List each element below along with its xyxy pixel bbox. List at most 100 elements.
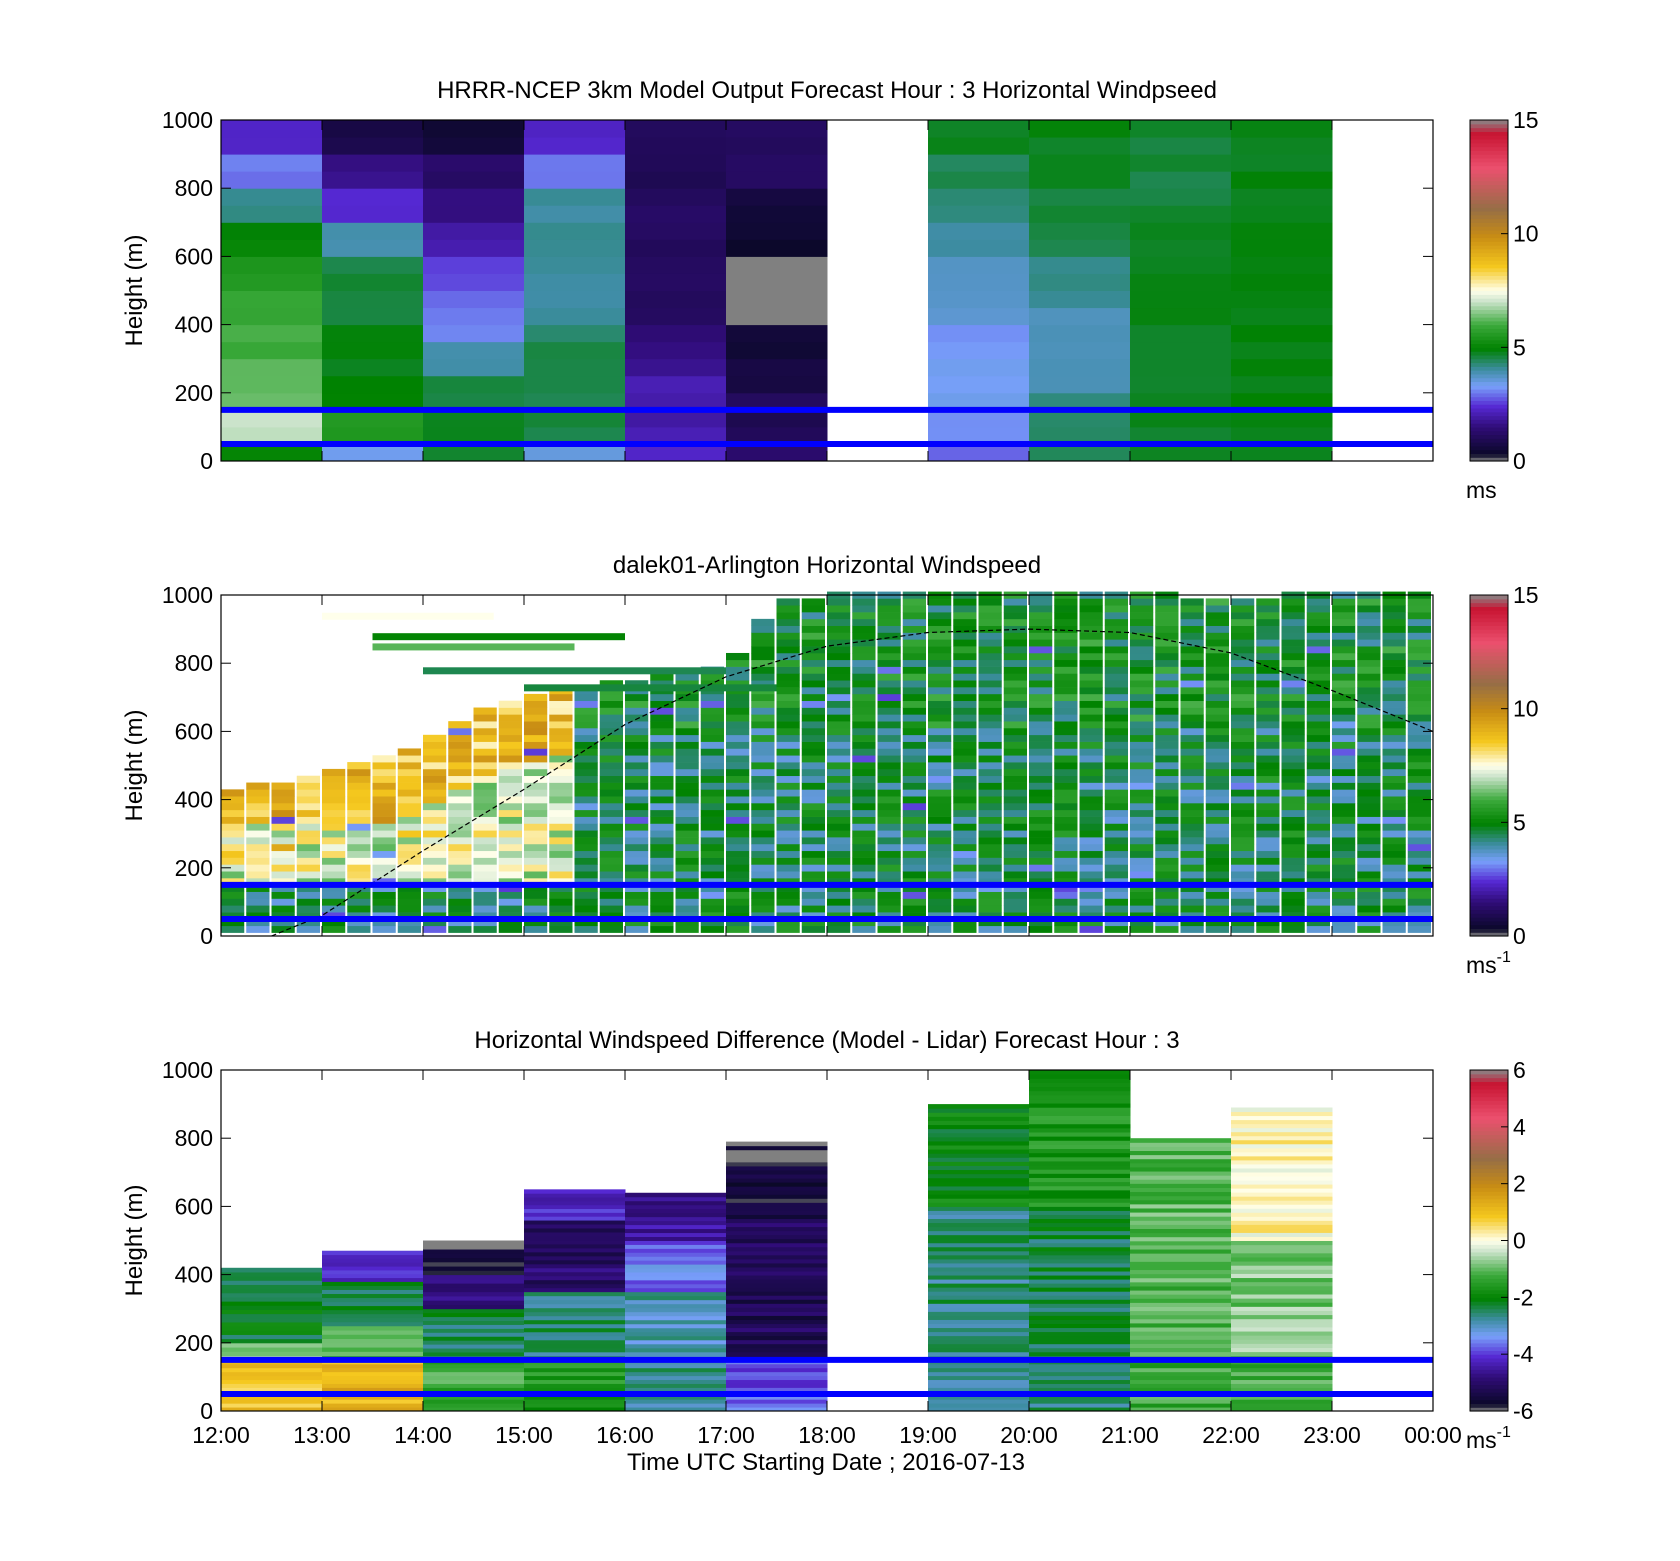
cell-5-4 [726,256,828,274]
cell-27-30 [902,918,926,927]
colorbar-band [1470,176,1508,182]
cell-1-2 [322,1317,424,1323]
cell-47-730 [1407,680,1431,688]
cell-31-630 [1003,714,1027,722]
y-tick-label: 800 [175,175,213,201]
cell-32-690 [1029,693,1053,702]
cell-10-630 [473,714,497,722]
cell-8-0 [1130,443,1232,462]
cell-6-2 [928,392,1030,411]
cell-23-910 [801,618,825,626]
cell-45-450 [1357,775,1381,783]
cell-11-190 [498,864,522,872]
cell-0-2 [221,1326,323,1331]
cell-31-950 [1003,605,1027,613]
cell-44-470 [1332,768,1356,777]
cell-22-590 [776,727,800,736]
cell-8-1 [1130,1331,1232,1336]
cell-6-0 [928,1371,1030,1377]
cell-43-530 [1306,748,1330,756]
cell-11-650 [498,707,522,715]
cell-3-1 [524,1323,626,1329]
cell-7-2 [1029,1094,1131,1100]
cell-8-0 [1130,1375,1232,1381]
cell-9-0 [1231,1383,1333,1388]
cell-6-1 [928,1335,1030,1341]
colorbar-band [1470,875,1508,880]
cell-32-390 [1029,796,1053,804]
cell-7-130 [397,884,421,892]
cell-37-770 [1155,666,1179,674]
cell-20-230 [726,850,750,858]
cell-19-70 [700,905,724,913]
cell-14-230 [574,850,598,858]
cell-3-0 [524,1383,626,1388]
y-tick-label: 600 [175,1193,213,1219]
cell-35-490 [1104,762,1128,770]
colorbar-band [1470,271,1508,276]
cell-26-190 [877,864,901,872]
cell-7-1 [1029,1347,1131,1353]
cell-44-450 [1332,775,1356,783]
cell-8-2 [1130,137,1232,155]
cell-10-430 [473,782,497,790]
cell-36-450 [1130,775,1154,783]
cell-21-750 [751,673,775,681]
cell-6-1 [928,1238,1030,1244]
cell-8-1 [1130,1232,1232,1238]
cell-35-670 [1104,700,1128,708]
cell-32-570 [1029,734,1053,742]
cell-35-190 [1104,864,1128,872]
cell-8-530 [423,748,447,756]
cell-38-50 [1180,912,1204,920]
cell-32-410 [1029,789,1053,797]
cell-47-910 [1407,618,1431,626]
cell-5-2 [726,1182,828,1187]
colorbar-band [1470,1160,1508,1166]
cell-39-510 [1205,755,1229,763]
cell-6-2 [928,1140,1030,1146]
colorbar-band [1470,430,1508,436]
cell-5-7 [726,137,828,155]
y-tick-label: 200 [175,855,213,881]
cell-9-2 [1231,1184,1333,1189]
cell-0-310 [221,823,245,831]
cell-5-0 [726,1403,828,1408]
cell-46-270 [1382,837,1406,845]
cell-42-150 [1281,878,1305,886]
cell-23-250 [801,843,825,852]
cell-8-1 [1130,154,1232,172]
cell-20-130 [726,884,750,892]
cell-29-690 [953,693,977,702]
cell-32-70 [1029,905,1053,913]
cell-1-230 [246,850,270,858]
cell-29-390 [953,796,977,804]
cell-4-1 [625,1327,727,1333]
cell-5-3 [726,341,828,360]
cell-26-810 [877,652,901,661]
cell-32-870 [1029,632,1053,640]
cell-37-150 [1155,878,1179,886]
cell-43-350 [1306,809,1330,817]
cell-43-150 [1306,878,1330,886]
cell-10-290 [473,830,497,838]
colorbar-band [1470,731,1508,736]
cell-18-250 [675,843,699,852]
cell-8-110 [423,891,447,899]
cell-41-950 [1256,605,1280,613]
cell-21-70 [751,905,775,913]
cell-40-970 [1231,598,1255,606]
cell-3-2 [524,1220,626,1225]
cell-33-130 [1054,884,1078,892]
cell-21-50 [751,912,775,920]
cell-25-250 [852,843,876,852]
cell-35-50 [1104,912,1128,920]
cell-31-710 [1003,687,1027,695]
cell-27-690 [902,693,926,702]
cell-7-490 [397,762,421,770]
cell-46-410 [1382,789,1406,797]
cell-22-690 [776,693,800,702]
cell-8-310 [423,823,447,831]
cell-23-290 [801,830,825,838]
cell-28-870 [928,632,952,640]
